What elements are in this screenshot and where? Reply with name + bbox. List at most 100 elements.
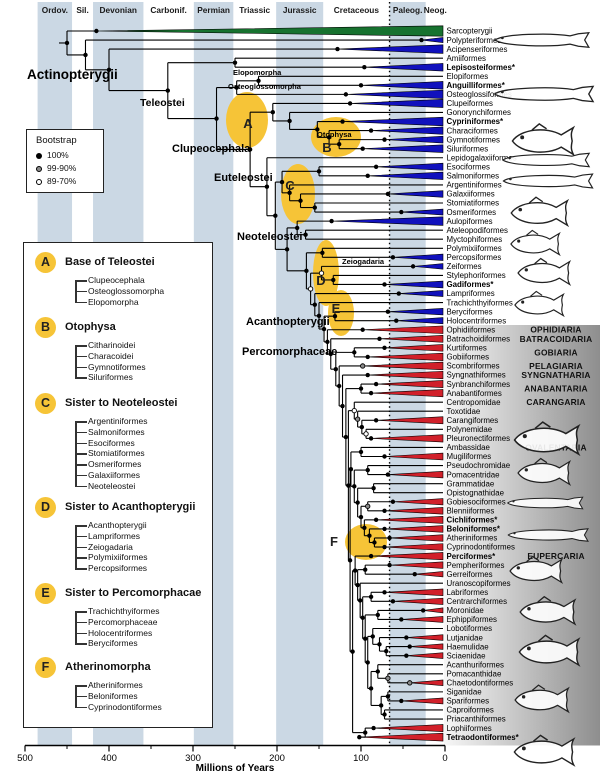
tip-wedge — [392, 597, 444, 605]
fish-silhouette — [494, 85, 594, 103]
node-dot — [390, 255, 396, 260]
node-dot — [348, 466, 354, 472]
mini-tree-item: Acanthopterygii — [75, 520, 212, 531]
node-dot — [347, 558, 353, 563]
node-dot — [420, 608, 426, 613]
tip-label: Lepidogalaxiiformes — [447, 153, 517, 162]
node-dot — [363, 730, 368, 735]
legend-badge-A: A — [35, 252, 56, 273]
node-dot — [360, 327, 365, 332]
tip-wedge — [371, 389, 444, 398]
legend-mini-tree: Acanthopterygii Lampriformes Zeiogadaria Po… — [75, 520, 212, 574]
geo-period-label: Devonian — [100, 5, 137, 15]
geo-period-label: Neog. — [424, 5, 447, 15]
tip-label: Ambassidae — [447, 443, 491, 452]
group-label: GOBIARIA — [534, 347, 577, 357]
tip-label: Acipenseriformes — [447, 45, 508, 54]
axis-tick-label: 300 — [185, 753, 201, 764]
node-dot — [373, 418, 379, 423]
mini-tree-item: Clupeocephala — [75, 275, 212, 286]
mini-tree-item: Argentiniformes — [75, 416, 212, 427]
highlight-letters: A B C DE F — [243, 116, 340, 549]
geo-period-label: Cretaceous — [334, 5, 380, 15]
node-dot — [340, 119, 345, 124]
tip-label: Salmoniformes — [447, 172, 500, 181]
tip-wedge — [376, 380, 444, 388]
bootstrap-legend-item: 99-90% — [36, 162, 99, 175]
clade-label: Percomorphaceae — [242, 346, 337, 358]
node-dot — [412, 571, 417, 577]
tip-label: Gobiiformes — [447, 353, 490, 362]
tip-wedge — [350, 98, 444, 108]
node-dot — [284, 247, 290, 252]
node-dot — [287, 118, 292, 124]
tip-label: Scombriformes — [447, 362, 500, 371]
fish-silhouette — [511, 123, 575, 156]
tip-wedge — [384, 588, 444, 596]
node-dot — [382, 590, 387, 595]
tip-label: Gonorynchiformes — [447, 108, 512, 117]
tip-wedge — [371, 434, 444, 443]
node-dot — [363, 567, 368, 572]
tip-labels: AmiiformesLepisosteiformes*ElopiformesAn… — [447, 27, 520, 742]
node-dot — [234, 85, 239, 90]
tip-label: Elopiformes — [447, 72, 489, 81]
tip-label: Lutjanidae — [447, 633, 484, 642]
node-dot — [307, 286, 314, 292]
node-dot — [385, 694, 391, 699]
node-dot — [343, 434, 349, 440]
axis-tick-label: 100 — [353, 753, 369, 764]
node-dot — [358, 83, 364, 88]
mini-tree-item: Polymixiiformes — [75, 552, 212, 563]
tip-label: Characiformes — [447, 126, 498, 135]
mini-tree-item: Stomiatiformes — [75, 448, 212, 459]
tip-wedge — [96, 25, 444, 37]
mini-tree-item: Atheriniformes — [75, 680, 212, 691]
node-dot — [373, 381, 379, 387]
highlight-ellipse-F — [345, 524, 387, 560]
node-dot — [287, 190, 292, 196]
node-dot — [382, 508, 387, 514]
node-dot — [354, 416, 361, 422]
tip-wedge — [362, 361, 444, 371]
group-label: ANABANTARIA — [524, 384, 587, 394]
node-dot — [368, 390, 374, 396]
tip-label: Gadiformes* — [447, 280, 495, 289]
node-dot — [390, 599, 396, 604]
clade-label: Teleostei — [140, 97, 185, 109]
group-label: EUPERCARIA — [527, 551, 584, 561]
node-dot — [303, 232, 308, 237]
tip-wedge — [376, 416, 444, 425]
node-dot — [336, 141, 342, 147]
bootstrap-dot-gray-icon — [36, 165, 42, 172]
geo-period-label: Jurassic — [283, 5, 317, 15]
legend-panel-A: A Base of Teleostei Clupeocephala Osteoglos… — [24, 252, 212, 307]
tip-label: Gobiesociformes — [447, 497, 506, 506]
node-dot — [106, 67, 112, 73]
node-dot — [312, 302, 317, 307]
fish-silhouette — [510, 196, 569, 227]
tip-label: Anguilliformes* — [447, 81, 506, 90]
tip-label: Sarcopterygii — [447, 27, 493, 36]
node-dot — [83, 52, 88, 58]
tip-label: Polynemidae — [447, 425, 493, 434]
tip-label: Chaetodontiformes — [447, 679, 514, 688]
node-dot — [384, 648, 389, 654]
node-dot — [385, 675, 391, 681]
tip-label: Pleuronectiformes — [447, 434, 511, 443]
node-dot — [387, 535, 392, 541]
node-dot — [332, 313, 338, 319]
tip-wedge — [389, 534, 444, 542]
clade-label: Euteleostei — [214, 172, 273, 184]
node-dot — [362, 65, 367, 70]
highlight-letter-E: E — [332, 301, 341, 316]
node-dot — [375, 669, 380, 674]
bootstrap-item-label: 100% — [47, 150, 69, 160]
mini-tree-item: Esociformes — [75, 438, 212, 449]
highlight-ellipse-A — [226, 92, 268, 148]
node-dot — [355, 582, 360, 588]
tip-wedge — [406, 652, 444, 659]
tip-label: Tetraodontiformes* — [447, 733, 520, 742]
tip-label: Centrarchiformes — [447, 597, 508, 606]
